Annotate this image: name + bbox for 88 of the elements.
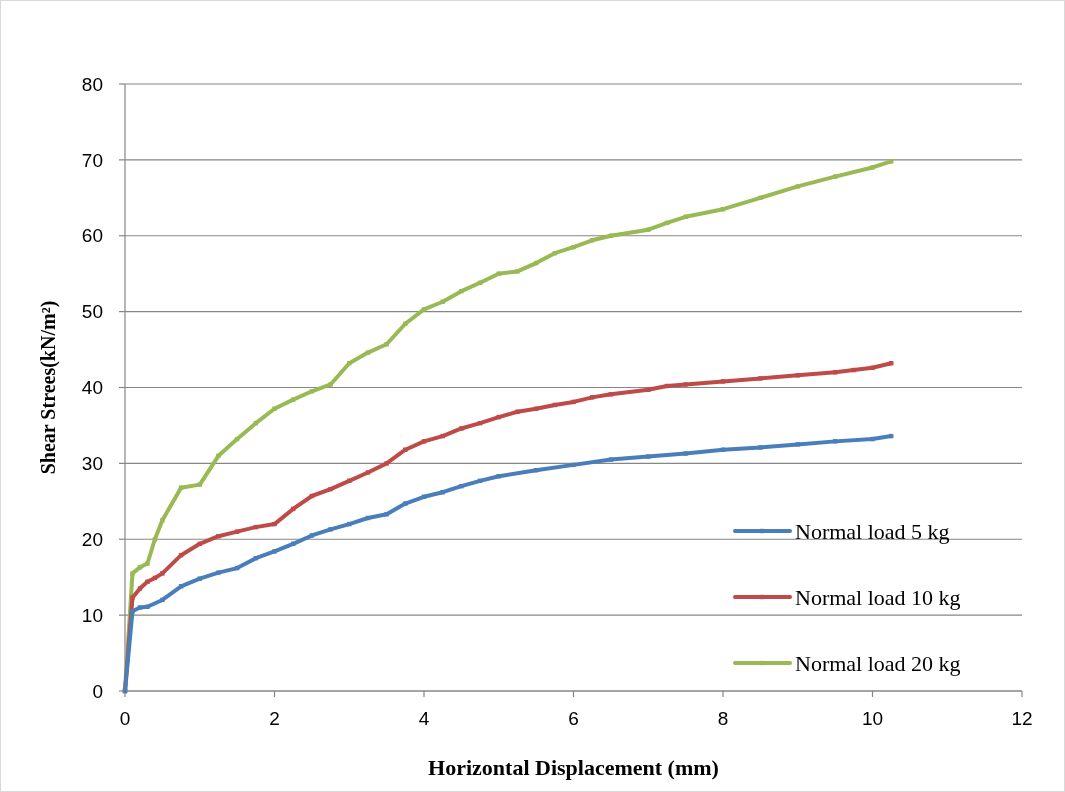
point	[683, 214, 688, 219]
x-axis-title: Horizontal Displacement (mm)	[428, 755, 719, 780]
point	[216, 570, 221, 575]
point	[137, 565, 143, 570]
point	[683, 451, 688, 456]
x-tick-label: 2	[269, 708, 280, 729]
y-tick-label: 60	[81, 225, 103, 247]
point	[160, 518, 165, 523]
point	[758, 445, 763, 450]
point	[403, 447, 408, 452]
x-tick-label: 10	[861, 708, 884, 729]
point	[571, 399, 576, 405]
point	[515, 269, 520, 274]
point	[130, 571, 135, 576]
point	[571, 462, 576, 468]
y-axis-title: Shear Strees(kN/m²)	[37, 300, 60, 475]
point	[440, 490, 445, 495]
y-tick-label: 10	[81, 604, 103, 626]
point	[646, 227, 651, 232]
point	[421, 439, 427, 444]
y-tick-label: 30	[81, 453, 103, 475]
point	[130, 609, 135, 614]
point	[145, 561, 150, 566]
point	[421, 307, 427, 312]
y-tick-label: 70	[81, 149, 103, 171]
x-tick-label: 6	[568, 708, 579, 729]
y-tick-label: 80	[81, 73, 103, 95]
point	[137, 605, 143, 610]
point	[234, 529, 240, 534]
point	[160, 597, 165, 603]
point	[888, 159, 894, 164]
point	[309, 533, 315, 538]
point	[365, 350, 371, 355]
y-tick-label: 40	[81, 377, 103, 399]
point	[832, 174, 838, 179]
point	[145, 579, 150, 584]
point	[384, 342, 389, 347]
x-tick-label: 12	[1011, 708, 1033, 729]
point	[832, 439, 838, 444]
point	[459, 483, 464, 489]
point	[384, 512, 389, 517]
point	[216, 453, 221, 458]
point	[403, 501, 408, 506]
point	[178, 485, 184, 490]
point	[272, 406, 277, 411]
x-tick-label: 0	[119, 708, 131, 729]
point	[328, 382, 333, 387]
point	[160, 571, 165, 576]
point	[870, 436, 875, 442]
point	[459, 426, 464, 431]
point	[328, 486, 333, 492]
point	[365, 470, 371, 475]
point	[145, 604, 150, 609]
point	[608, 392, 614, 397]
point	[758, 195, 763, 201]
point	[272, 521, 277, 527]
x-tick-label: 4	[418, 708, 430, 729]
point	[403, 321, 408, 326]
point	[328, 527, 333, 532]
point	[589, 238, 595, 243]
point	[589, 395, 595, 400]
legend-label: Normal load 10 kg	[795, 584, 961, 610]
point	[795, 373, 800, 378]
point	[290, 397, 296, 402]
point	[130, 595, 135, 600]
point	[272, 549, 277, 554]
legend-label: Normal load 20 kg	[795, 650, 961, 676]
point	[571, 244, 576, 250]
point	[384, 461, 389, 466]
point	[870, 365, 875, 370]
point	[795, 184, 800, 189]
y-tick-label: 20	[81, 528, 103, 550]
y-tick-label: 50	[81, 301, 103, 323]
point	[440, 299, 445, 304]
point	[459, 288, 464, 294]
point	[758, 376, 763, 381]
x-tick-label: 8	[717, 708, 729, 729]
point	[197, 482, 202, 487]
point	[870, 165, 875, 170]
y-tick-label: 0	[92, 680, 103, 702]
point	[216, 534, 221, 539]
point	[832, 370, 838, 375]
point	[515, 409, 520, 414]
point	[440, 433, 445, 439]
point	[137, 586, 143, 591]
point	[608, 457, 614, 462]
point	[496, 271, 501, 276]
legend-label: Normal load 5 kg	[795, 518, 950, 544]
